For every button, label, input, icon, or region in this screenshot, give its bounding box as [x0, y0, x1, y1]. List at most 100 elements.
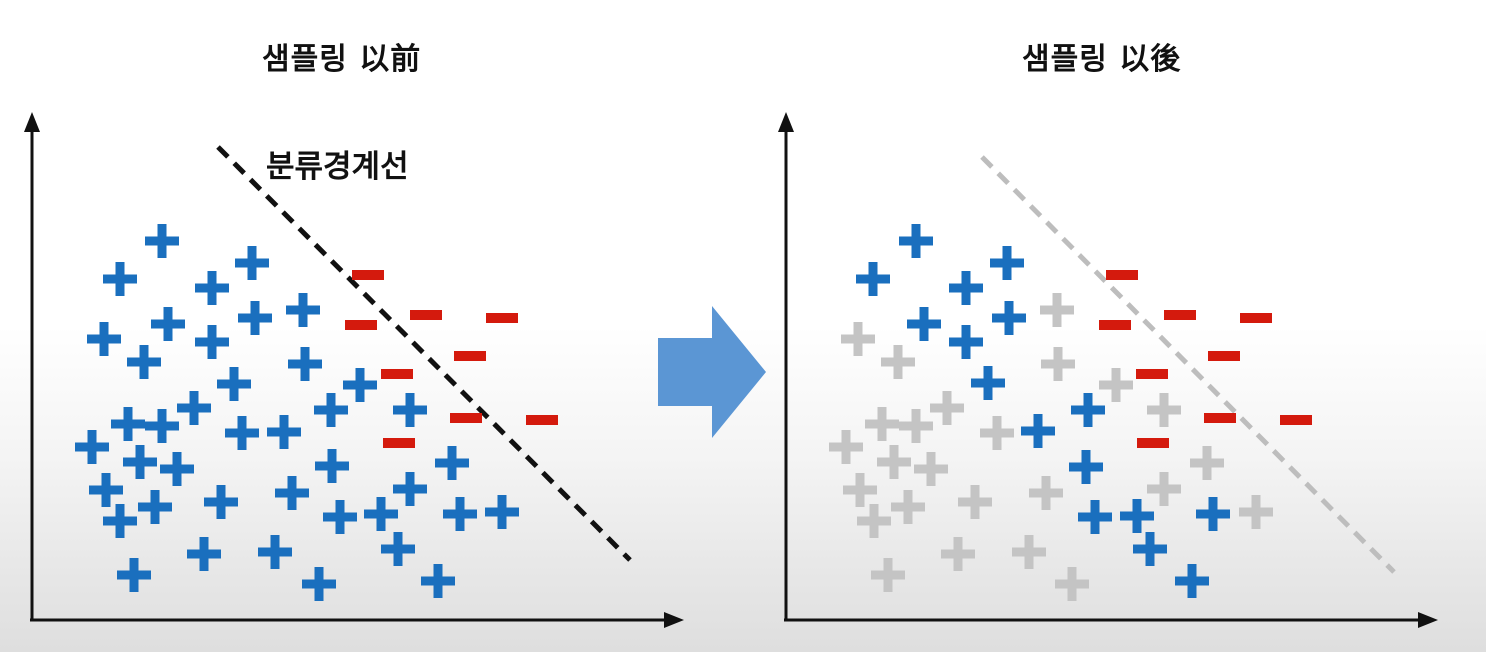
transition-arrow	[658, 306, 766, 438]
minus-sample-marker	[486, 313, 518, 323]
removed-plus-sample-marker	[871, 558, 905, 592]
plus-sample-marker	[87, 322, 121, 356]
after-removed-plus-group	[829, 293, 1273, 601]
kept-plus-sample-marker	[856, 262, 890, 296]
plus-sample-marker	[485, 495, 519, 529]
decision-boundary-after	[980, 155, 1396, 574]
plus-sample-marker	[217, 367, 251, 401]
removed-plus-sample-marker	[829, 430, 863, 464]
plus-sample-marker	[393, 472, 427, 506]
plus-sample-marker	[393, 393, 427, 427]
removed-plus-sample-marker	[891, 490, 925, 524]
plus-sample-marker	[103, 504, 137, 538]
removed-plus-sample-marker	[980, 416, 1014, 450]
plus-sample-marker	[187, 537, 221, 571]
plus-sample-marker	[117, 558, 151, 592]
plus-sample-marker	[421, 564, 455, 598]
plus-sample-marker	[195, 271, 229, 305]
after-plus-group	[856, 224, 1230, 598]
axes-before	[24, 112, 684, 628]
kept-plus-sample-marker	[990, 246, 1024, 280]
boundary-label: 분류경계선	[266, 149, 409, 185]
plus-sample-marker	[75, 430, 109, 464]
removed-plus-sample-marker	[1040, 293, 1074, 327]
removed-plus-sample-marker	[865, 407, 899, 441]
plus-sample-marker	[443, 497, 477, 531]
title-before-sampling: 샘플링 以前	[262, 42, 422, 77]
plus-sample-marker	[302, 567, 336, 601]
plus-sample-marker	[138, 490, 172, 524]
plus-sample-marker	[177, 391, 211, 425]
before-plus-group	[75, 224, 519, 601]
plus-sample-marker	[195, 325, 229, 359]
minus-sample-marker	[381, 369, 413, 379]
kept-plus-sample-marker	[949, 325, 983, 359]
plus-sample-marker	[127, 345, 161, 379]
removed-plus-sample-marker	[1029, 476, 1063, 510]
plus-sample-marker	[286, 293, 320, 327]
title-after-sampling: 샘플링 以後	[1022, 42, 1182, 77]
kept-plus-sample-marker	[992, 301, 1026, 335]
minus-sample-marker	[454, 351, 486, 361]
minus-sample-marker	[345, 320, 377, 330]
minus-sample-marker	[1137, 438, 1169, 448]
kept-plus-sample-marker	[1120, 499, 1154, 533]
before-minus-group	[345, 270, 558, 448]
kept-plus-sample-marker	[1175, 564, 1209, 598]
x-axis-arrowhead-before	[664, 612, 684, 628]
removed-plus-sample-marker	[899, 409, 933, 443]
plus-sample-marker	[145, 409, 179, 443]
plus-sample-marker	[258, 535, 292, 569]
plus-sample-marker	[323, 500, 357, 534]
plus-sample-marker	[225, 416, 259, 450]
minus-sample-marker	[1208, 351, 1240, 361]
decision-boundary-before	[216, 145, 632, 562]
plus-sample-marker	[89, 473, 123, 507]
minus-sample-marker	[1099, 320, 1131, 330]
plus-sample-marker	[275, 476, 309, 510]
removed-plus-sample-marker	[1012, 535, 1046, 569]
minus-sample-marker	[383, 438, 415, 448]
removed-plus-sample-marker	[843, 473, 877, 507]
removed-plus-sample-marker	[1239, 495, 1273, 529]
minus-sample-marker	[1164, 310, 1196, 320]
plus-sample-marker	[123, 445, 157, 479]
minus-sample-marker	[410, 310, 442, 320]
kept-plus-sample-marker	[1071, 393, 1105, 427]
kept-plus-sample-marker	[1069, 450, 1103, 484]
kept-plus-sample-marker	[1196, 497, 1230, 531]
minus-sample-marker	[450, 413, 482, 423]
plus-sample-marker	[314, 393, 348, 427]
kept-plus-sample-marker	[907, 307, 941, 341]
plus-sample-marker	[435, 446, 469, 480]
axes-after	[778, 112, 1438, 628]
removed-plus-sample-marker	[1055, 567, 1089, 601]
plus-sample-marker	[145, 224, 179, 258]
kept-plus-sample-marker	[1133, 532, 1167, 566]
removed-plus-sample-marker	[1190, 446, 1224, 480]
minus-sample-marker	[1136, 369, 1168, 379]
plus-sample-marker	[111, 407, 145, 441]
plus-sample-marker	[267, 415, 301, 449]
x-axis-arrowhead-after	[1418, 612, 1438, 628]
removed-plus-sample-marker	[881, 345, 915, 379]
minus-sample-marker	[1106, 270, 1138, 280]
removed-plus-sample-marker	[941, 537, 975, 571]
kept-plus-sample-marker	[949, 271, 983, 305]
kept-plus-sample-marker	[1021, 414, 1055, 448]
removed-plus-sample-marker	[930, 391, 964, 425]
minus-sample-marker	[1204, 413, 1236, 423]
kept-plus-sample-marker	[971, 366, 1005, 400]
removed-plus-sample-marker	[1099, 368, 1133, 402]
removed-plus-sample-marker	[958, 485, 992, 519]
minus-sample-marker	[526, 415, 558, 425]
removed-plus-sample-marker	[1041, 347, 1075, 381]
minus-sample-marker	[352, 270, 384, 280]
plus-sample-marker	[288, 347, 322, 381]
removed-plus-sample-marker	[1147, 393, 1181, 427]
plus-sample-marker	[103, 262, 137, 296]
plus-sample-marker	[235, 246, 269, 280]
plus-sample-marker	[381, 532, 415, 566]
removed-plus-sample-marker	[914, 452, 948, 486]
